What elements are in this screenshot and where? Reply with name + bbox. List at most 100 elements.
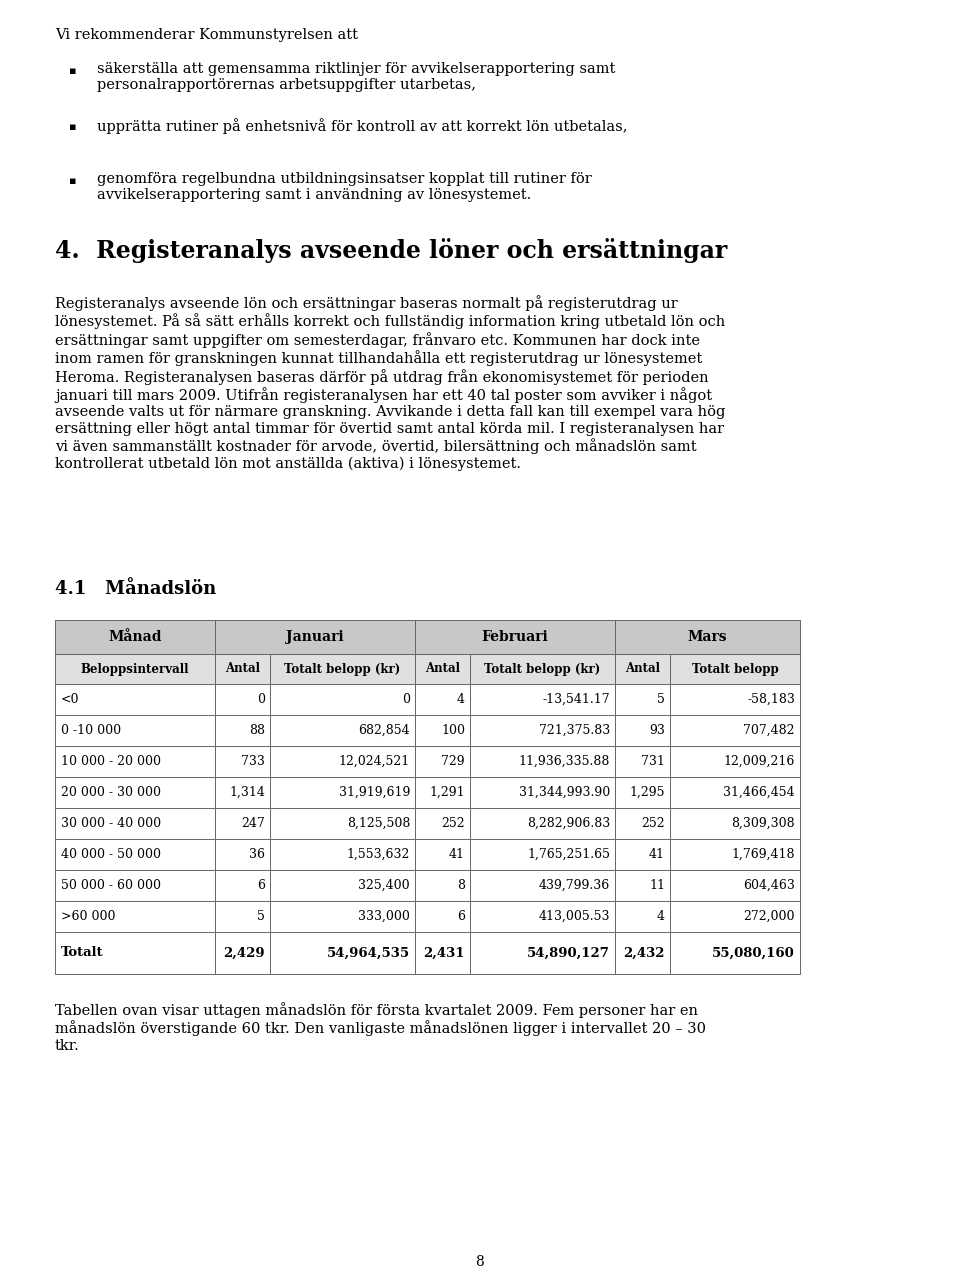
Text: 10 000 - 20 000: 10 000 - 20 000 (61, 755, 161, 768)
Text: upprätta rutiner på enhetsnivå för kontroll av att korrekt lön utbetalas,: upprätta rutiner på enhetsnivå för kontr… (97, 117, 628, 134)
Text: 5: 5 (658, 693, 665, 706)
Bar (470, 840, 615, 870)
Text: 247: 247 (241, 817, 265, 829)
Bar (615, 931, 670, 974)
Text: 1,765,251.65: 1,765,251.65 (527, 849, 610, 861)
Text: 11: 11 (649, 879, 665, 892)
Text: 41: 41 (649, 849, 665, 861)
Text: 439,799.36: 439,799.36 (539, 879, 610, 892)
Text: 2,432: 2,432 (623, 947, 665, 960)
Bar (215, 620, 415, 655)
Bar (270, 746, 415, 777)
Bar (415, 777, 470, 808)
Bar (215, 840, 270, 870)
Bar (215, 655, 270, 684)
Bar (415, 684, 470, 715)
Bar (55, 746, 215, 777)
Text: 20 000 - 30 000: 20 000 - 30 000 (61, 786, 161, 799)
Bar (415, 840, 470, 870)
Bar (470, 684, 615, 715)
Bar (670, 840, 800, 870)
Text: 733: 733 (241, 755, 265, 768)
Bar (470, 746, 615, 777)
Bar (215, 901, 270, 931)
Text: -13,541.17: -13,541.17 (542, 693, 610, 706)
Text: <0: <0 (61, 693, 80, 706)
Bar (415, 870, 470, 901)
Bar (670, 808, 800, 840)
Text: 333,000: 333,000 (358, 910, 410, 923)
Text: 93: 93 (649, 723, 665, 738)
Text: 8,309,308: 8,309,308 (732, 817, 795, 829)
Text: 682,854: 682,854 (358, 723, 410, 738)
Text: 604,463: 604,463 (743, 879, 795, 892)
Bar (55, 777, 215, 808)
Bar (470, 777, 615, 808)
Text: 54,964,535: 54,964,535 (326, 947, 410, 960)
Text: 6: 6 (457, 910, 465, 923)
Text: 0 -10 000: 0 -10 000 (61, 723, 121, 738)
Bar (270, 808, 415, 840)
Text: 50 000 - 60 000: 50 000 - 60 000 (61, 879, 161, 892)
Bar (470, 655, 615, 684)
Text: 4.  Registeranalys avseende löner och ersättningar: 4. Registeranalys avseende löner och ers… (55, 239, 728, 263)
Text: 54,890,127: 54,890,127 (527, 947, 610, 960)
Text: Januari: Januari (286, 630, 344, 644)
Text: 721,375.83: 721,375.83 (539, 723, 610, 738)
Bar (615, 901, 670, 931)
Text: Totalt belopp (kr): Totalt belopp (kr) (284, 662, 400, 675)
Bar (670, 870, 800, 901)
Text: 31,919,619: 31,919,619 (339, 786, 410, 799)
Text: 8: 8 (475, 1256, 485, 1270)
Text: 1,295: 1,295 (630, 786, 665, 799)
Text: 325,400: 325,400 (358, 879, 410, 892)
Text: 1,769,418: 1,769,418 (732, 849, 795, 861)
Text: Vi rekommenderar Kommunstyrelsen att: Vi rekommenderar Kommunstyrelsen att (55, 28, 358, 42)
Text: 12,024,521: 12,024,521 (339, 755, 410, 768)
Text: 2,429: 2,429 (224, 947, 265, 960)
Bar (215, 684, 270, 715)
Text: 707,482: 707,482 (743, 723, 795, 738)
Bar (55, 870, 215, 901)
Text: Antal: Antal (425, 662, 460, 675)
Bar (615, 777, 670, 808)
Bar (215, 777, 270, 808)
Text: 100: 100 (441, 723, 465, 738)
Text: 0: 0 (257, 693, 265, 706)
Text: 1,314: 1,314 (229, 786, 265, 799)
Text: >60 000: >60 000 (61, 910, 115, 923)
Text: säkerställa att gemensamma riktlinjer för avvikelserapportering samt
personalrap: säkerställa att gemensamma riktlinjer fö… (97, 63, 615, 92)
Bar (270, 715, 415, 746)
Text: 8: 8 (457, 879, 465, 892)
Bar (415, 931, 470, 974)
Bar (615, 840, 670, 870)
Text: 252: 252 (442, 817, 465, 829)
Bar (55, 684, 215, 715)
Bar (470, 808, 615, 840)
Text: 2,431: 2,431 (423, 947, 465, 960)
Text: 88: 88 (249, 723, 265, 738)
Bar (615, 655, 670, 684)
Bar (270, 901, 415, 931)
Text: ▪: ▪ (69, 66, 77, 77)
Text: Månad: Månad (108, 630, 161, 644)
Text: -58,183: -58,183 (747, 693, 795, 706)
Text: 55,080,160: 55,080,160 (712, 947, 795, 960)
Bar (55, 655, 215, 684)
Bar (615, 620, 800, 655)
Bar (270, 655, 415, 684)
Bar (670, 746, 800, 777)
Text: 729: 729 (442, 755, 465, 768)
Bar (55, 901, 215, 931)
Text: genomföra regelbundna utbildningsinsatser kopplat till rutiner för
avvikelserapp: genomföra regelbundna utbildningsinsatse… (97, 172, 591, 202)
Text: 1,553,632: 1,553,632 (347, 849, 410, 861)
Bar (415, 808, 470, 840)
Text: 8,125,508: 8,125,508 (347, 817, 410, 829)
Bar (415, 655, 470, 684)
Bar (270, 840, 415, 870)
Bar (55, 931, 215, 974)
Bar (270, 870, 415, 901)
Bar (615, 746, 670, 777)
Bar (215, 715, 270, 746)
Bar (670, 777, 800, 808)
